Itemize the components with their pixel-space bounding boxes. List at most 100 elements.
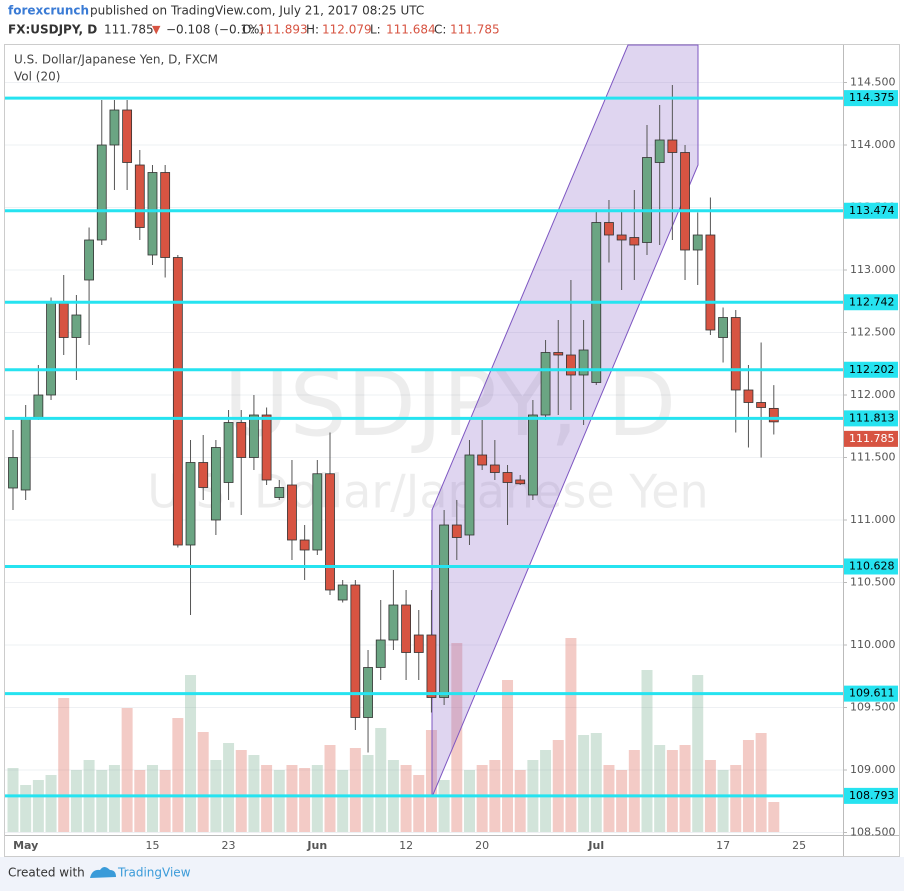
volume-bar [666, 750, 678, 832]
candle-body [527, 414, 538, 496]
volume-bar [755, 733, 767, 832]
volume-bar [476, 765, 488, 832]
candle-body [223, 422, 234, 483]
y-tick-label: 113.000 [850, 263, 896, 276]
volume-bar [311, 765, 323, 832]
footer-brand[interactable]: TradingView [117, 866, 191, 880]
volume-bar [134, 770, 146, 832]
ohlc-label: C: [434, 23, 446, 37]
level-label: 109.611 [849, 687, 895, 700]
level-label-bg [844, 558, 898, 575]
candle-body [350, 584, 361, 718]
y-tick-label: 112.000 [850, 388, 896, 401]
level-label: 112.742 [849, 295, 895, 308]
volume-bar [565, 638, 577, 832]
volume-bar [20, 785, 32, 832]
y-tick-label: 108.500 [850, 826, 896, 839]
level-label-bg [844, 90, 898, 107]
volume-bar [514, 770, 526, 832]
candle-body [502, 472, 513, 483]
x-tick-label: 17 [716, 839, 730, 852]
candle-body [578, 349, 589, 376]
candle-body [160, 172, 171, 258]
volume-bar [590, 733, 602, 832]
candle-body [198, 462, 209, 488]
candle-body [8, 457, 18, 489]
volume-bar [641, 670, 653, 832]
volume-bar [742, 740, 754, 832]
symbol: FX:USDJPY, D [8, 23, 97, 37]
candle-body [274, 487, 285, 498]
level-label: 113.474 [849, 204, 895, 217]
volume-bar [337, 770, 349, 832]
level-label: 111.813 [849, 411, 895, 424]
volume-bar [616, 770, 628, 832]
candle-body [566, 354, 576, 376]
candle-body [325, 473, 335, 591]
ohlc-value: 111.684 [386, 23, 436, 37]
x-tick-label: 25 [792, 839, 806, 852]
candle-body [654, 139, 665, 163]
candle-body [71, 314, 82, 338]
volume-bar [235, 750, 247, 832]
level-label-bg [844, 410, 898, 427]
brand-icon [90, 867, 116, 878]
candle-body [299, 539, 310, 551]
candle-body [515, 479, 526, 485]
candle-body [287, 484, 297, 541]
volume-bar [502, 680, 514, 832]
x-tick-label: Jul [587, 839, 604, 852]
x-tick-label: 12 [399, 839, 413, 852]
candle-body [58, 302, 69, 338]
last-price: 111.785 [104, 23, 154, 37]
candle-body [134, 164, 145, 228]
footer-created: Created with [8, 866, 85, 880]
candle-body [718, 317, 728, 338]
volume-bar [172, 718, 184, 832]
level-label: 110.628 [849, 560, 895, 573]
candle-body [109, 109, 120, 146]
candle-body [426, 634, 437, 698]
volume-bar [146, 765, 158, 832]
volume-bar [540, 750, 552, 832]
candle-body [46, 302, 56, 396]
volume-label: Vol (20) [14, 70, 60, 84]
candle-body [489, 464, 500, 473]
volume-panel [7, 638, 780, 832]
candle-body [185, 462, 196, 546]
candle-body [401, 604, 411, 653]
x-tick-label: May [13, 839, 38, 852]
last-price-label: 111.785 [849, 432, 895, 445]
volume-bar [375, 728, 387, 832]
level-label: 114.375 [849, 91, 895, 104]
level-label-bg [844, 787, 898, 804]
change-arrow: ▼ [152, 23, 161, 36]
candle-body [375, 639, 386, 668]
candle-body [477, 454, 488, 466]
volume-bar [730, 765, 742, 832]
y-tick-label: 109.000 [850, 763, 896, 776]
volume-bar [197, 732, 209, 832]
level-label-bg [844, 294, 898, 311]
author[interactable]: forexcrunch [8, 4, 89, 18]
candle-body [147, 172, 158, 256]
volume-bar [324, 745, 336, 832]
y-tick-label: 109.500 [850, 701, 896, 714]
volume-bar [108, 765, 120, 832]
level-label: 108.793 [849, 789, 895, 802]
change: −0.108 (−0.1%) [166, 23, 264, 37]
candle-body [692, 234, 703, 251]
volume-bar [121, 708, 133, 832]
candle-body [261, 414, 272, 481]
candle-body [439, 524, 450, 698]
volume-bar [58, 698, 70, 832]
volume-bar [32, 780, 44, 832]
volume-bar [768, 802, 780, 832]
candle-body [553, 352, 564, 356]
x-tick-label: 20 [475, 839, 489, 852]
candle-body [464, 454, 475, 536]
candle-body [33, 394, 44, 418]
